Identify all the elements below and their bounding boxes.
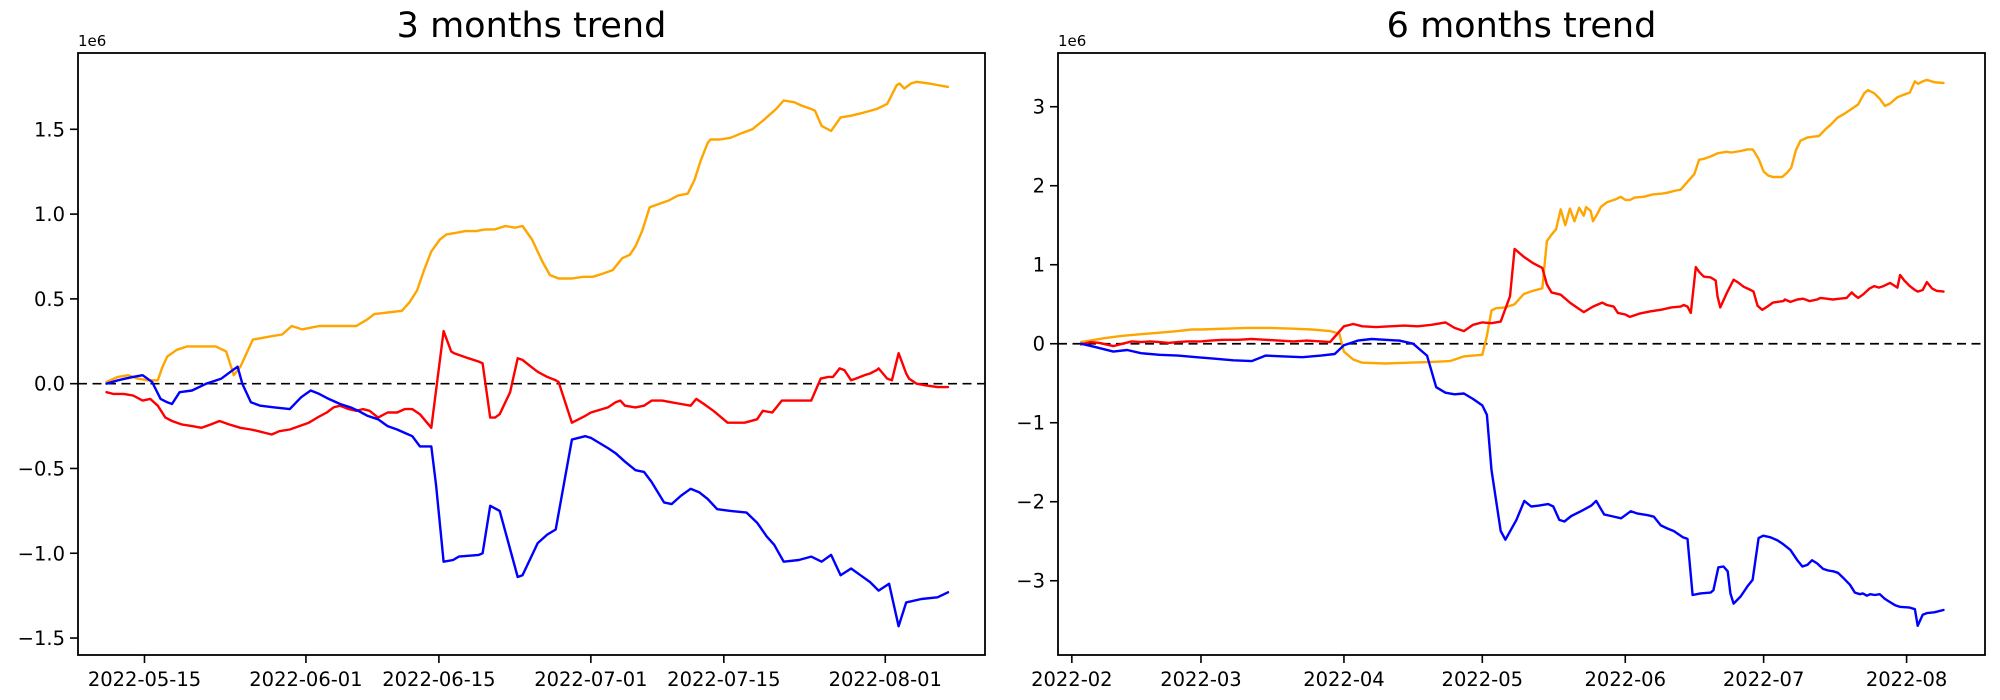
x-tick-label: 2022-07-01 (534, 668, 647, 691)
y-tick-label: 0.0 (34, 373, 65, 396)
y-axis-offset-label-right: 1e6 (1058, 32, 1087, 50)
x-tick-label: 2022-08 (1866, 668, 1947, 691)
y-tick-label: 3 (1033, 96, 1045, 119)
x-tick-label: 2022-08-01 (829, 668, 942, 691)
y-tick-label: −0.5 (18, 457, 65, 480)
axes-spines (1057, 52, 1986, 656)
x-tick-label: 2022-02 (1031, 668, 1112, 691)
y-tick-label: 1 (1033, 254, 1045, 277)
y-tick-label: −1.0 (18, 542, 65, 565)
y-tick-label: −1 (1016, 412, 1045, 435)
y-tick-label: 2 (1033, 175, 1045, 198)
chart-title-6-months: 6 months trend (1386, 6, 1657, 46)
x-tick-label: 2022-06-01 (249, 668, 362, 691)
x-tick-label: 2022-06 (1585, 668, 1666, 691)
y-tick-label: 0 (1033, 333, 1045, 356)
y-tick-label: 1.0 (34, 203, 65, 226)
x-tick-label: 2022-03 (1160, 668, 1241, 691)
x-tick-label: 2022-06-15 (382, 668, 495, 691)
blue-series-line (1079, 337, 1945, 627)
red-series-line (1079, 247, 1945, 348)
y-axis-offset-label-left: 1e6 (78, 32, 107, 50)
blue-series-line (105, 365, 950, 628)
axes-spines (77, 52, 986, 656)
x-tick-label: 2022-04 (1303, 668, 1384, 691)
y-tick-label: −3 (1016, 570, 1045, 593)
y-tick-label: 1.5 (34, 118, 65, 141)
chart-title-3-months: 3 months trend (396, 6, 667, 46)
x-tick-label: 2022-05 (1442, 668, 1523, 691)
y-tick-label: −1.5 (18, 627, 65, 650)
x-tick-label: 2022-05-15 (88, 668, 201, 691)
orange-series-line (1079, 78, 1945, 365)
y-tick-label: 0.5 (34, 288, 65, 311)
y-tick-label: −2 (1016, 491, 1045, 514)
orange-series-line (105, 80, 950, 384)
red-series-line (105, 329, 950, 436)
x-tick-label: 2022-07-15 (667, 668, 780, 691)
x-tick-label: 2022-07 (1723, 668, 1804, 691)
